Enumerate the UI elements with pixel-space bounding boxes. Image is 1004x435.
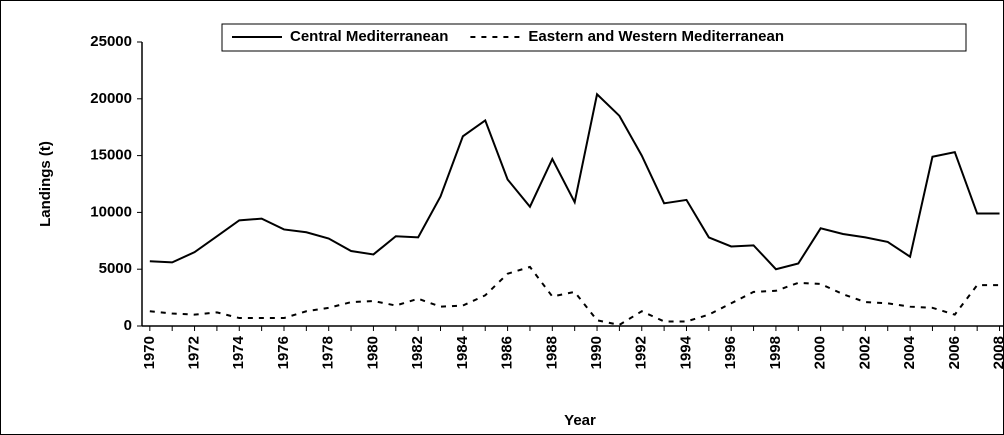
x-tick-label: 2002 xyxy=(856,336,873,369)
x-tick-label: 2004 xyxy=(901,335,918,369)
x-tick-label: 1990 xyxy=(588,336,605,369)
x-tick-label: 2008 xyxy=(990,336,1004,369)
x-tick-label: 1980 xyxy=(364,336,381,369)
x-tick-label: 1982 xyxy=(409,336,426,369)
x-tick-label: 1998 xyxy=(767,336,784,369)
legend-box xyxy=(221,23,967,52)
x-tick-label: 1988 xyxy=(543,336,560,369)
x-tick-label: 1984 xyxy=(454,335,471,369)
y-tick-label: 20000 xyxy=(90,90,132,107)
y-tick-label: 25000 xyxy=(90,33,132,50)
y-tick-label: 10000 xyxy=(90,203,132,220)
legend-label: Central Mediterranean xyxy=(290,28,448,45)
x-tick-label: 1970 xyxy=(141,336,158,369)
x-tick-label: 1978 xyxy=(320,336,337,369)
x-axis-title: Year xyxy=(564,412,596,429)
x-tick-label: 1972 xyxy=(186,336,203,369)
x-tick-label: 1996 xyxy=(722,336,739,369)
x-tick-label: 2000 xyxy=(812,336,829,369)
x-tick-label: 1994 xyxy=(677,335,694,369)
legend-label: Eastern and Western Mediterranean xyxy=(528,28,784,45)
series-line xyxy=(149,265,1000,326)
x-tick-label: 1986 xyxy=(499,336,516,369)
x-tick-label: 1992 xyxy=(633,336,650,369)
x-tick-label: 2006 xyxy=(946,336,963,369)
x-tick-label: 1976 xyxy=(275,336,292,369)
y-axis-title: Landings (t) xyxy=(37,141,54,227)
x-tick-label: 1974 xyxy=(230,335,247,369)
y-tick-label: 5000 xyxy=(99,260,132,277)
y-tick-label: 0 xyxy=(124,317,132,334)
y-tick-label: 15000 xyxy=(90,147,132,164)
series-line xyxy=(149,92,1000,271)
